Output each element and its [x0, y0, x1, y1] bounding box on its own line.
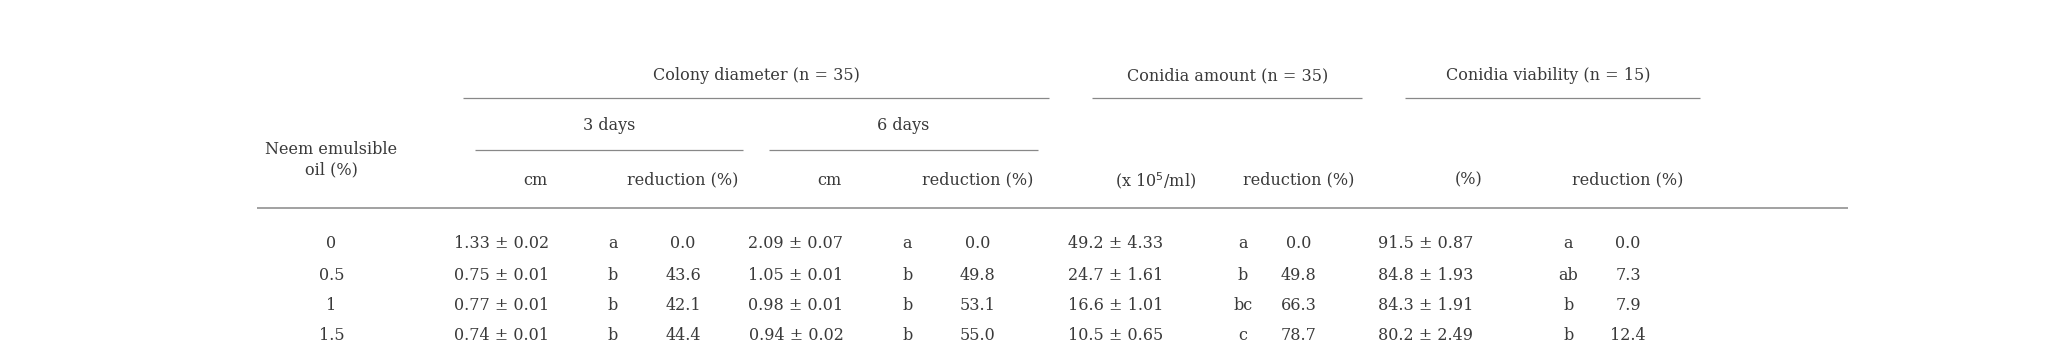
Text: b: b: [1562, 327, 1573, 344]
Text: 7.3: 7.3: [1616, 267, 1640, 283]
Text: (x 10$^5$/ml): (x 10$^5$/ml): [1115, 170, 1197, 191]
Text: 7.9: 7.9: [1616, 297, 1640, 314]
Text: 0.0: 0.0: [965, 235, 990, 252]
Text: 0.0: 0.0: [1285, 235, 1312, 252]
Text: 24.7 ± 1.61: 24.7 ± 1.61: [1068, 267, 1164, 283]
Text: 1.33 ± 0.02: 1.33 ± 0.02: [454, 235, 550, 252]
Text: 49.8: 49.8: [1281, 267, 1316, 283]
Text: bc: bc: [1234, 297, 1252, 314]
Text: Neem emulsible
oil (%): Neem emulsible oil (%): [265, 141, 398, 178]
Text: 49.2 ± 4.33: 49.2 ± 4.33: [1068, 235, 1164, 252]
Text: ab: ab: [1558, 267, 1579, 283]
Text: 1.05 ± 0.01: 1.05 ± 0.01: [749, 267, 844, 283]
Text: 43.6: 43.6: [665, 267, 700, 283]
Text: Conidia viability (n = 15): Conidia viability (n = 15): [1445, 67, 1651, 84]
Text: b: b: [901, 327, 912, 344]
Text: 0: 0: [326, 235, 337, 252]
Text: reduction (%): reduction (%): [1573, 172, 1683, 189]
Text: b: b: [901, 267, 912, 283]
Text: 0.74 ± 0.01: 0.74 ± 0.01: [454, 327, 548, 344]
Text: Conidia amount (n = 35): Conidia amount (n = 35): [1127, 67, 1328, 84]
Text: 44.4: 44.4: [665, 327, 700, 344]
Text: b: b: [901, 297, 912, 314]
Text: c: c: [1238, 327, 1248, 344]
Text: 2.09 ± 0.07: 2.09 ± 0.07: [749, 235, 844, 252]
Text: 10.5 ± 0.65: 10.5 ± 0.65: [1068, 327, 1164, 344]
Text: 78.7: 78.7: [1281, 327, 1316, 344]
Text: 0.75 ± 0.01: 0.75 ± 0.01: [454, 267, 550, 283]
Text: cm: cm: [817, 172, 842, 189]
Text: 53.1: 53.1: [959, 297, 996, 314]
Text: 0.0: 0.0: [671, 235, 696, 252]
Text: 42.1: 42.1: [665, 297, 700, 314]
Text: 84.8 ± 1.93: 84.8 ± 1.93: [1378, 267, 1472, 283]
Text: b: b: [608, 297, 618, 314]
Text: 16.6 ± 1.01: 16.6 ± 1.01: [1068, 297, 1164, 314]
Text: b: b: [1238, 267, 1248, 283]
Text: 0.94 ± 0.02: 0.94 ± 0.02: [749, 327, 844, 344]
Text: a: a: [1564, 235, 1573, 252]
Text: 1.5: 1.5: [318, 327, 345, 344]
Text: b: b: [1562, 297, 1573, 314]
Text: 3 days: 3 days: [583, 117, 634, 134]
Text: b: b: [608, 267, 618, 283]
Text: 91.5 ± 0.87: 91.5 ± 0.87: [1378, 235, 1472, 252]
Text: b: b: [608, 327, 618, 344]
Text: 0.77 ± 0.01: 0.77 ± 0.01: [454, 297, 550, 314]
Text: 0.98 ± 0.01: 0.98 ± 0.01: [749, 297, 844, 314]
Text: 84.3 ± 1.91: 84.3 ± 1.91: [1378, 297, 1472, 314]
Text: reduction (%): reduction (%): [1244, 172, 1355, 189]
Text: 1: 1: [326, 297, 337, 314]
Text: 0.5: 0.5: [318, 267, 345, 283]
Text: 49.8: 49.8: [959, 267, 996, 283]
Text: a: a: [903, 235, 912, 252]
Text: 12.4: 12.4: [1610, 327, 1647, 344]
Text: reduction (%): reduction (%): [922, 172, 1033, 189]
Text: 55.0: 55.0: [959, 327, 996, 344]
Text: (%): (%): [1456, 172, 1482, 189]
Text: a: a: [608, 235, 618, 252]
Text: 66.3: 66.3: [1281, 297, 1316, 314]
Text: 6 days: 6 days: [877, 117, 930, 134]
Text: a: a: [1238, 235, 1248, 252]
Text: Colony diameter (n = 35): Colony diameter (n = 35): [653, 67, 860, 84]
Text: 0.0: 0.0: [1616, 235, 1640, 252]
Text: cm: cm: [524, 172, 548, 189]
Text: reduction (%): reduction (%): [628, 172, 739, 189]
Text: 80.2 ± 2.49: 80.2 ± 2.49: [1378, 327, 1472, 344]
